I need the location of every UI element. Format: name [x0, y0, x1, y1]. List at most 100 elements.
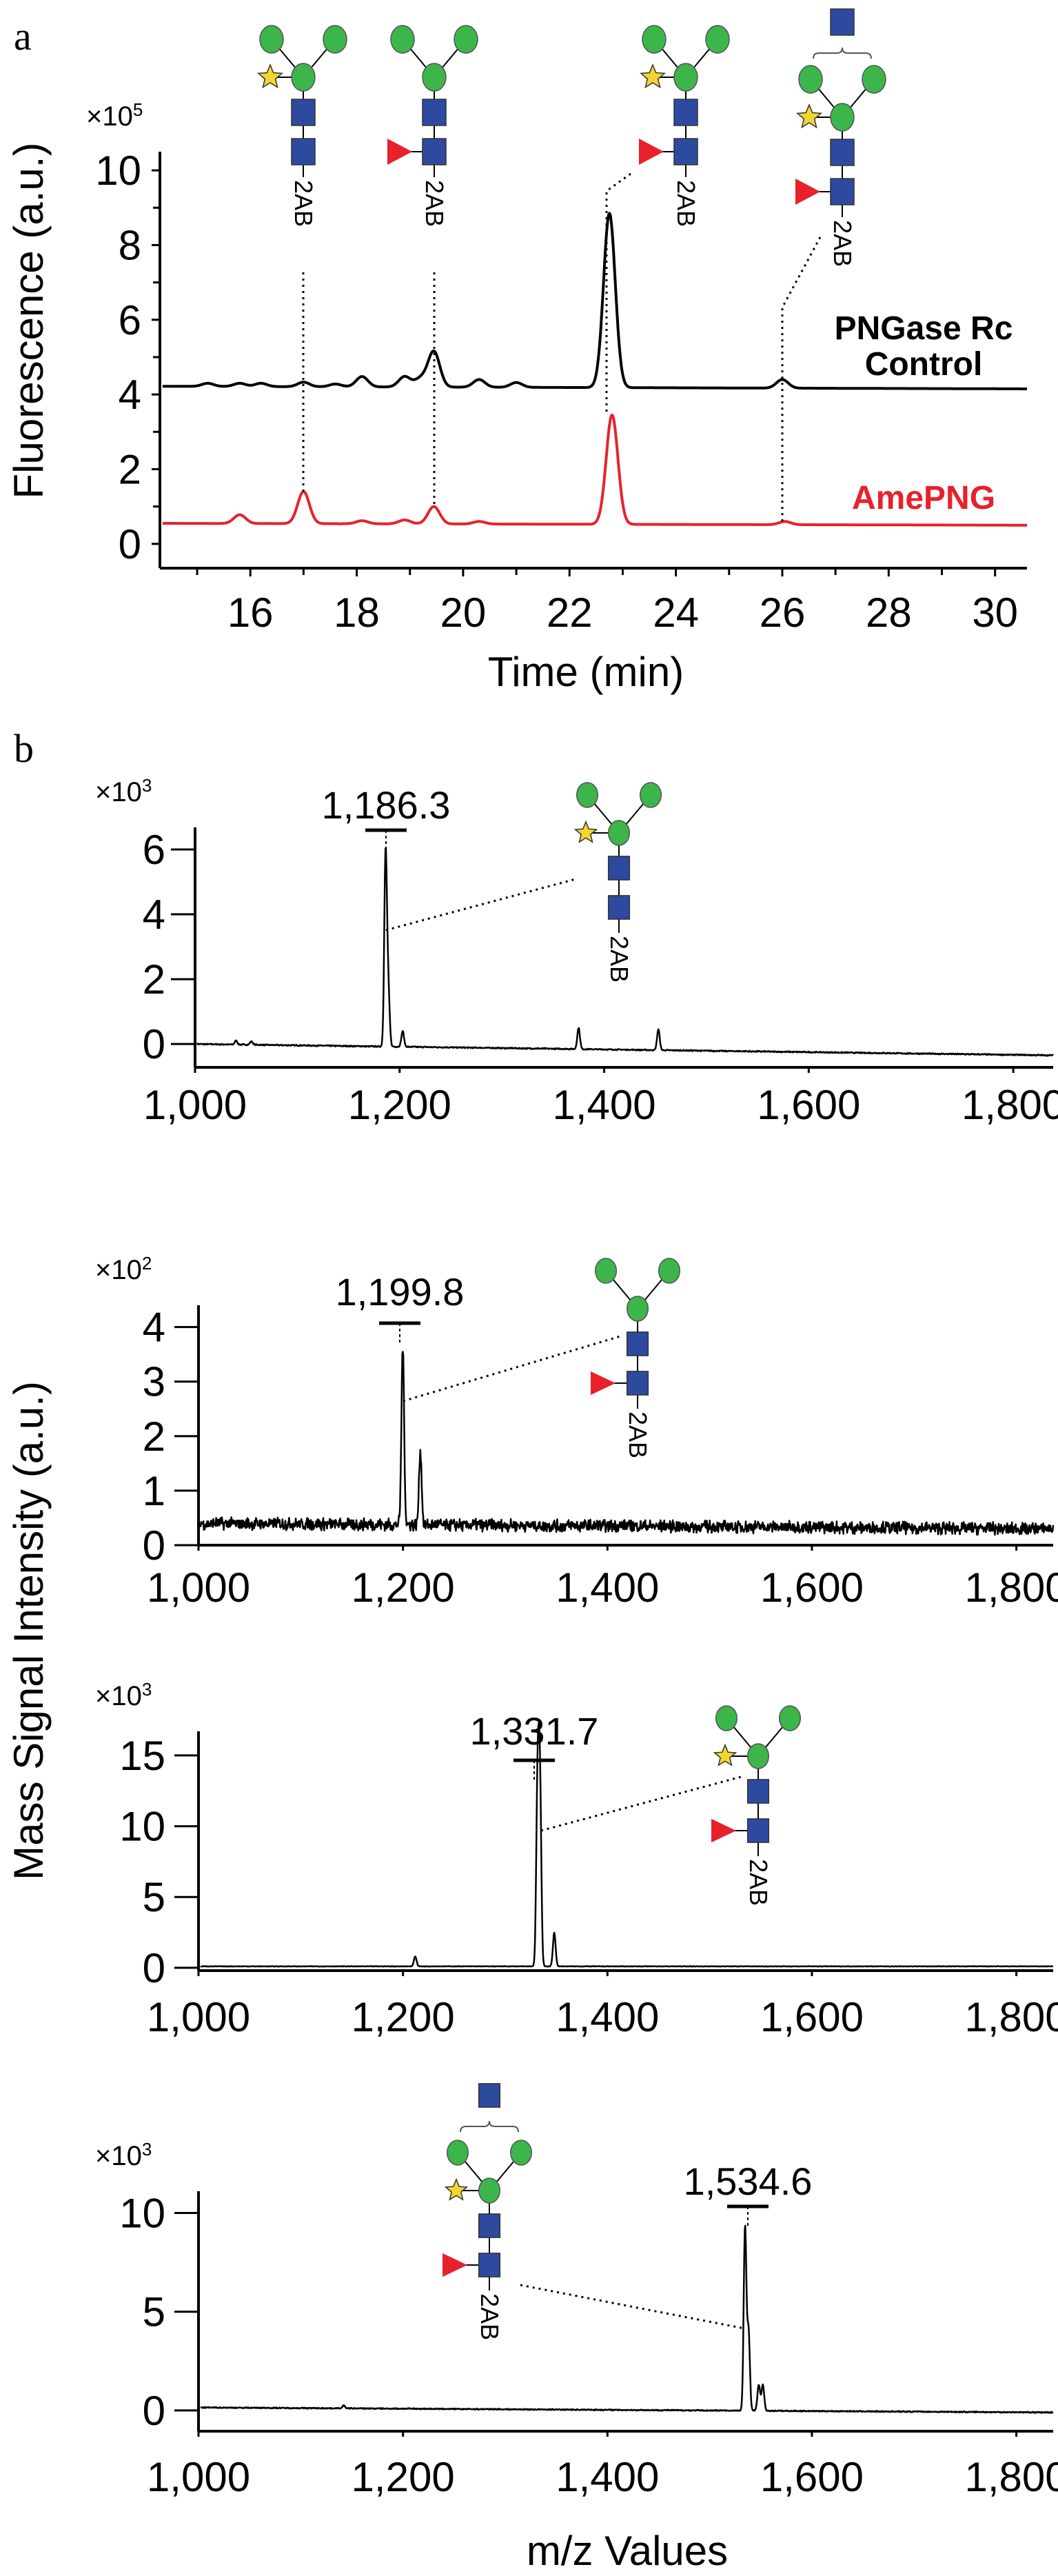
- glcnac-square-icon: [478, 2213, 501, 2238]
- xylose-star-icon: [796, 103, 822, 129]
- mannose-circle-icon: [259, 25, 284, 54]
- y-tick-label: 0: [143, 1522, 165, 1569]
- y-tick-label: 6: [119, 297, 141, 343]
- dotted-leader-line: [540, 1775, 742, 1832]
- mannose-circle-icon: [323, 25, 347, 54]
- mannose-circle-icon: [798, 65, 823, 94]
- control-trace: [161, 212, 1028, 390]
- reducing-end-label: 2AB: [420, 180, 449, 227]
- mannose-circle-icon: [626, 1296, 649, 1322]
- x-tick-label: 1,400: [556, 1994, 659, 2040]
- reducing-end-label: 2AB: [744, 1859, 773, 1906]
- mannose-circle-icon: [594, 1258, 618, 1284]
- mannose-circle-icon: [673, 63, 698, 92]
- glycan-structure: 2AB: [711, 1705, 802, 1906]
- ms-spectrum-chart-3: 1,000 1,200 1,400 1,600 1,800 0 5 10 15 ×103 2AB 1,…: [95, 1679, 1058, 2040]
- x-tick-label: 30: [972, 590, 1018, 636]
- glcnac-square-icon: [626, 1371, 649, 1396]
- y-multiplier: ×103: [95, 2139, 152, 2171]
- x-tick-label: 22: [547, 590, 593, 636]
- glcnac-square-icon: [830, 178, 855, 205]
- dotted-leader-line: [781, 237, 822, 521]
- y-tick-label: 15: [119, 1733, 165, 1779]
- ms-spectrum-chart-2: 1,000 1,200 1,400 1,600 1,80001234×1022AB1,1…: [95, 1253, 1058, 1611]
- y-tick-label: 4: [119, 372, 141, 418]
- multiplier-exponent: 5: [133, 99, 143, 120]
- glcnac-square-icon: [607, 856, 631, 881]
- mannose-circle-icon: [746, 1743, 770, 1769]
- brace-icon: [460, 2120, 519, 2133]
- y-tick-label: 0: [143, 2388, 165, 2434]
- x-tick-label: 28: [866, 590, 912, 636]
- x-tick-label: 1,000: [147, 1564, 250, 1611]
- panel-label-b: b: [14, 726, 34, 771]
- y-tick-label: 2: [119, 446, 141, 492]
- x-tick-label: 16: [227, 590, 274, 636]
- dotted-leader-line: [385, 878, 576, 932]
- x-tick-label: 1,600: [760, 1564, 864, 1611]
- glcnac-square-icon: [746, 1818, 770, 1843]
- mannose-circle-icon: [422, 63, 447, 92]
- x-tick-label: 1,000: [147, 2454, 250, 2500]
- multiplier-base: ×10: [95, 777, 142, 807]
- x-tick-label: 1,200: [348, 1082, 451, 1128]
- mannose-circle-icon: [291, 63, 316, 92]
- glcnac-square-icon: [291, 138, 316, 165]
- x-tick-label: 1,600: [757, 1082, 860, 1128]
- y-multiplier: ×105: [86, 99, 143, 132]
- reducing-end-label: 2AB: [476, 2293, 504, 2340]
- reducing-end-label: 2AB: [605, 936, 633, 983]
- multiplier-base: ×10: [86, 101, 133, 132]
- glcnac-square-icon: [830, 139, 855, 166]
- y-tick-label: 6: [143, 827, 165, 873]
- y-tick-label: 4: [143, 1305, 165, 1351]
- series-label: AmePNG: [852, 480, 995, 516]
- glycan-structure: 2AB: [639, 25, 730, 227]
- y-tick-label: 3: [143, 1359, 165, 1405]
- x-tick-label: 1,200: [352, 1994, 455, 2040]
- reducing-end-label: 2AB: [289, 180, 318, 227]
- dotted-leader-line: [605, 172, 631, 414]
- y-tick-label: 2: [143, 956, 165, 1003]
- x-tick-label: 1,800: [965, 2454, 1058, 2500]
- reducing-end-label: 2AB: [624, 1411, 652, 1458]
- mannose-circle-icon: [642, 25, 667, 54]
- mannose-circle-icon: [715, 1705, 738, 1731]
- xylose-star-icon: [573, 820, 598, 843]
- mannose-circle-icon: [658, 1258, 681, 1284]
- mannose-circle-icon: [639, 782, 662, 808]
- x-tick-label: 24: [653, 590, 699, 636]
- x-tick-label: 1,200: [352, 2454, 455, 2500]
- glcnac-square-icon: [607, 895, 631, 920]
- y-tick-label: 0: [143, 1945, 165, 1991]
- amepng-trace: [161, 413, 1028, 527]
- y-tick-label: 2: [143, 1413, 165, 1460]
- xylose-star-icon: [444, 2177, 469, 2201]
- mannose-circle-icon: [509, 2140, 533, 2166]
- fucose-triangle-icon: [711, 1818, 736, 1843]
- x-tick-label: 1,400: [552, 1082, 655, 1128]
- brace-icon: [813, 47, 872, 59]
- bisecting-glcnac-square-icon: [478, 2083, 501, 2108]
- multiplier-base: ×10: [95, 1255, 142, 1285]
- y-tick-label: 10: [95, 148, 141, 194]
- x-tick-label: 1,000: [147, 1994, 250, 2040]
- fucose-triangle-icon: [591, 1371, 616, 1396]
- series-label: Control: [865, 346, 983, 383]
- y-tick-label: 10: [119, 2191, 165, 2237]
- mannose-circle-icon: [830, 103, 855, 132]
- dotted-leader-line: [403, 1335, 621, 1402]
- y-tick-label: 8: [119, 222, 141, 268]
- x-tick-label: 1,800: [962, 1082, 1058, 1128]
- fucose-triangle-icon: [442, 2253, 467, 2277]
- ms-spectrum-chart-1: 1,000 1,200 1,400 1,600 1,8000246×1032AB1,18…: [95, 775, 1058, 1128]
- mannose-circle-icon: [705, 25, 730, 54]
- y-multiplier: ×103: [95, 1679, 152, 1711]
- glycan-structure: 2AB: [573, 782, 662, 983]
- multiplier-exponent: 3: [142, 2139, 152, 2160]
- x-tick-label: 1,400: [556, 1564, 659, 1611]
- x-tick-label: 26: [760, 590, 806, 636]
- mannose-circle-icon: [576, 782, 599, 808]
